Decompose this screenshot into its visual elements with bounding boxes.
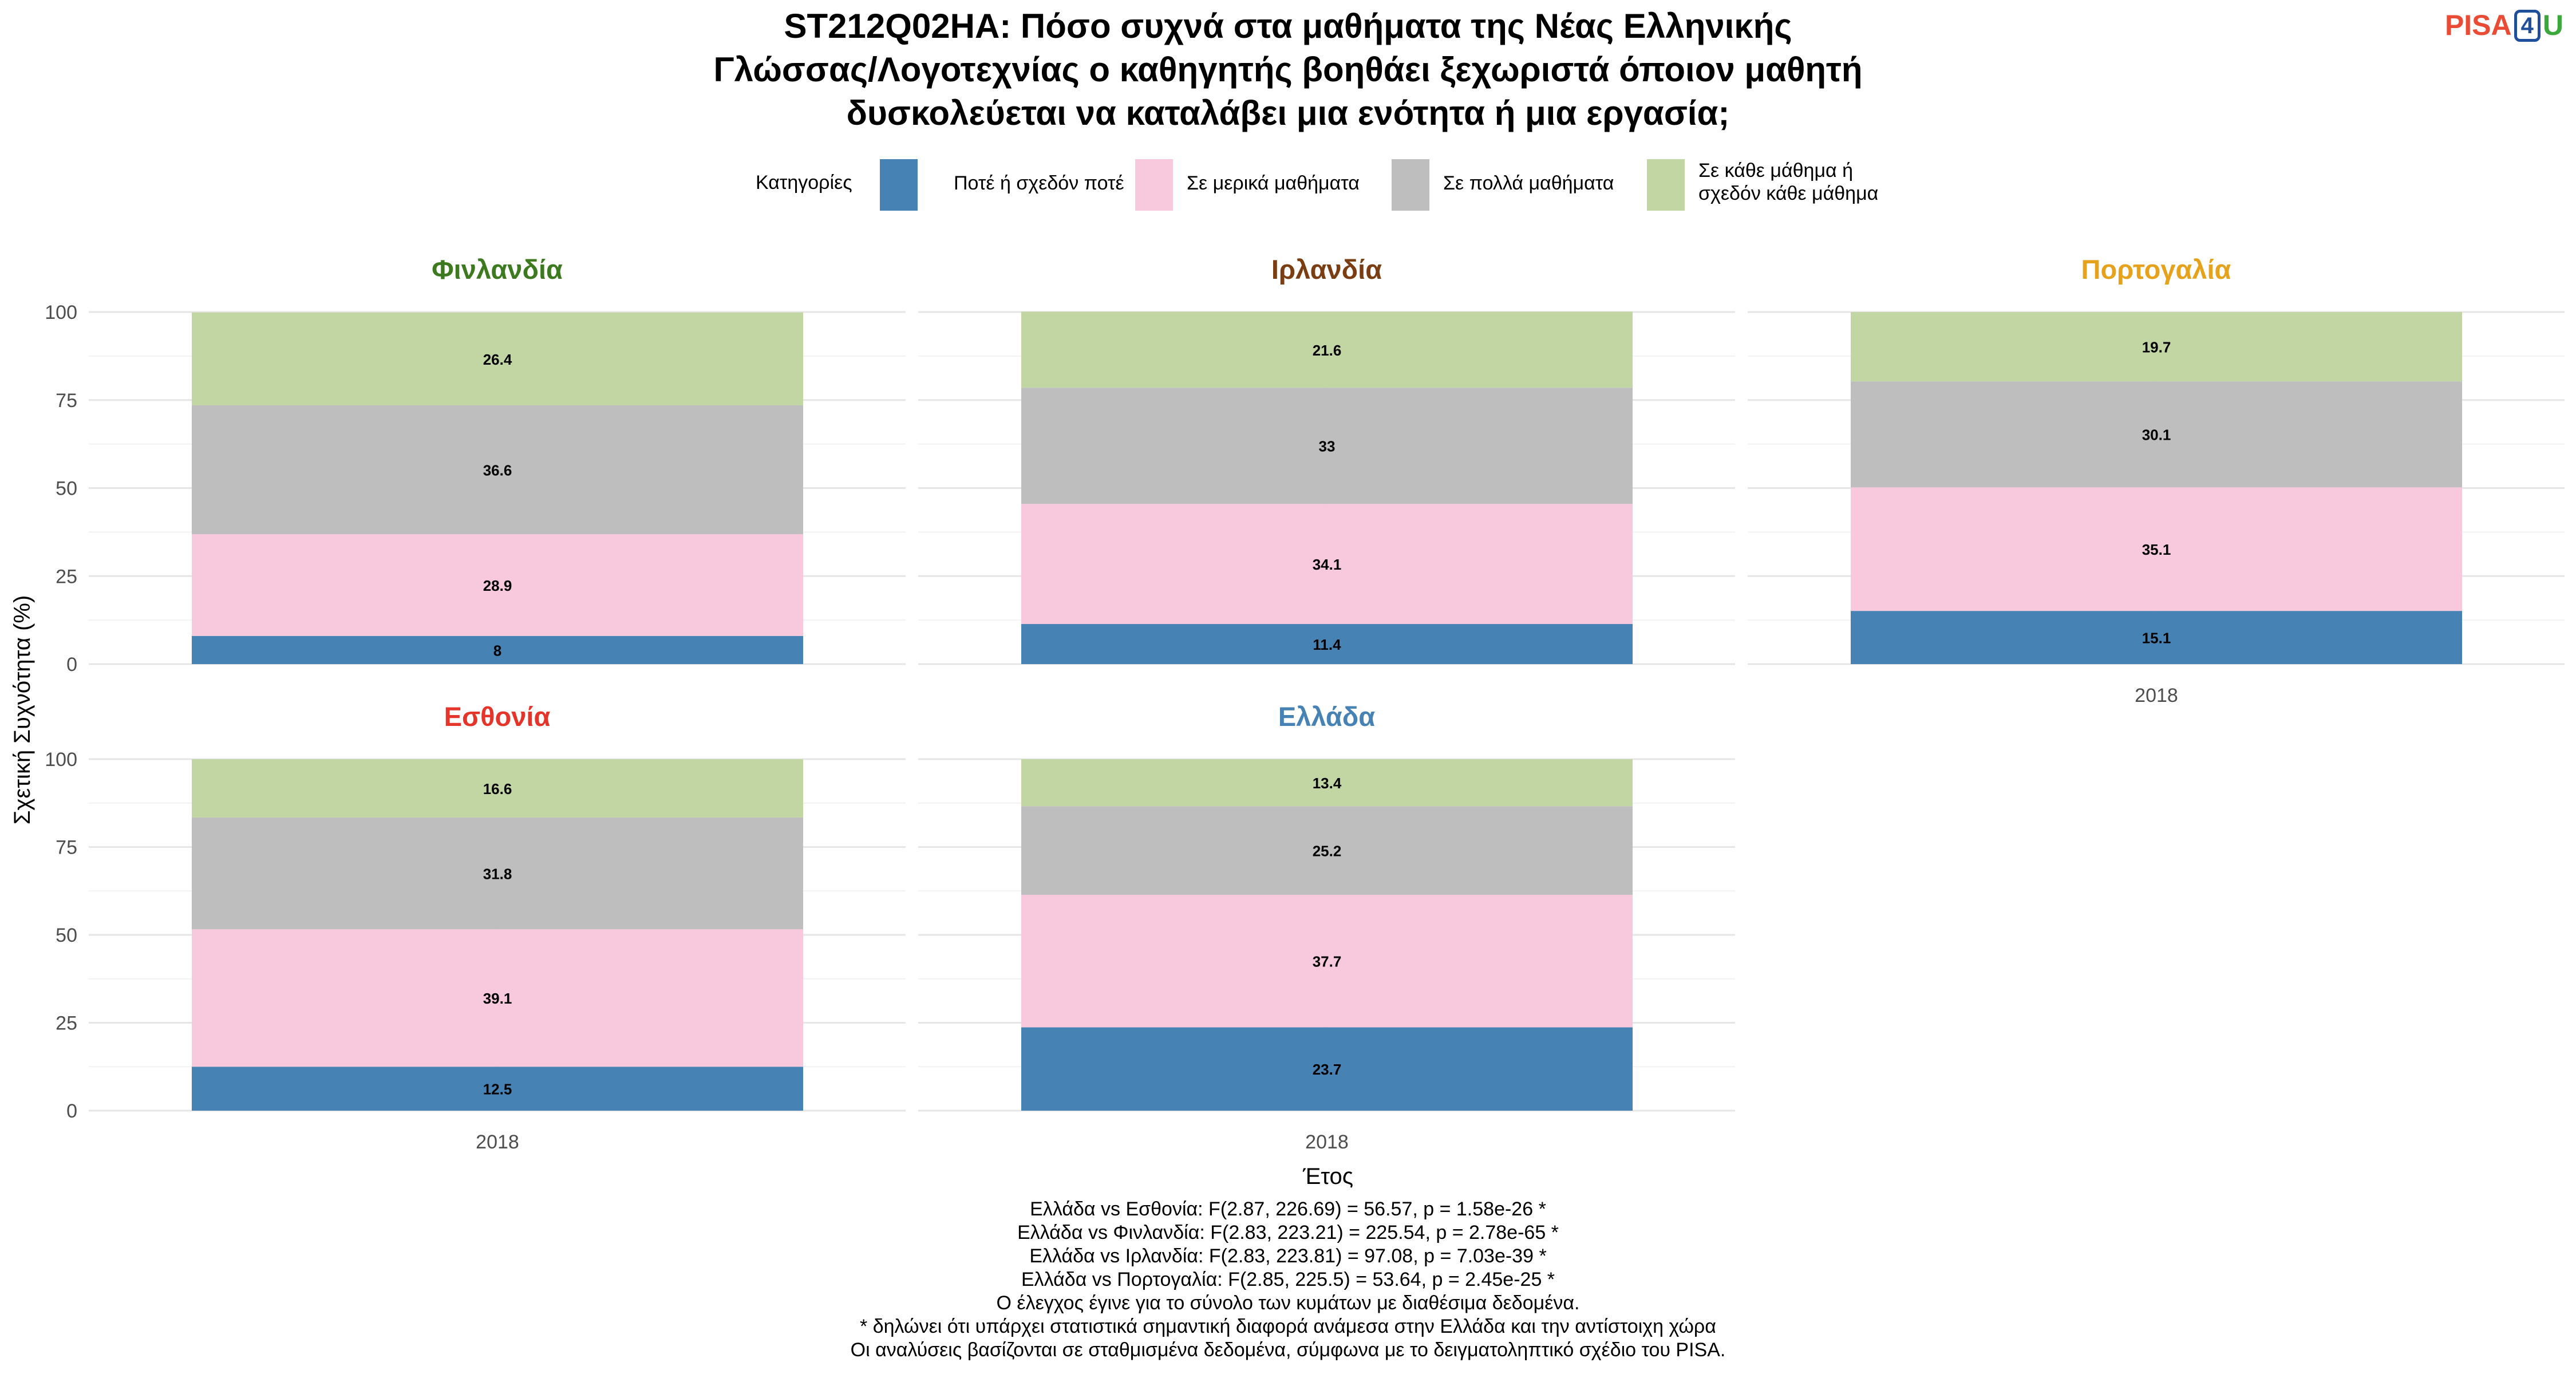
y-tick-label: 25	[56, 566, 77, 587]
y-tick-label: 100	[45, 302, 77, 323]
bar-segment	[192, 1067, 803, 1111]
bar-segment	[1021, 388, 1633, 504]
legend-label-never: Ποτέ ή σχεδόν ποτέ	[954, 172, 1124, 194]
data-label: 33	[1319, 438, 1336, 455]
legend-key-some	[1135, 159, 1173, 211]
legend-key-never	[880, 159, 918, 211]
bar-segment	[1021, 895, 1633, 1028]
legend-key-many	[1392, 159, 1429, 211]
logo-text-pisa: PISA	[2444, 9, 2512, 41]
y-tick-label: 75	[56, 837, 77, 859]
data-label: 19.7	[2142, 339, 2171, 356]
bar-segment	[1851, 312, 2462, 382]
facet-panel: 11.4 34.1 33 21.6 Ιρλανδία	[918, 254, 1735, 665]
footnote-line: Ελλάδα vs Εσθονία: F(2.87, 226.69) = 56.…	[1030, 1198, 1546, 1220]
logo-text-u: U	[2542, 9, 2563, 41]
bar-segment	[1021, 806, 1633, 895]
facet-title: Πορτογαλία	[2081, 254, 2231, 285]
legend: Κατηγορίες Ποτέ ή σχεδόν ποτέ Σε μερικά …	[0, 155, 2576, 212]
footnotes: Ελλάδα vs Εσθονία: F(2.87, 226.69) = 56.…	[630, 1198, 1946, 1362]
data-label: 16.6	[483, 780, 512, 797]
footnote-line: * δηλώνει ότι υπάρχει στατιστικά σημαντι…	[860, 1316, 1716, 1337]
facet-title: Φινλανδία	[432, 254, 563, 285]
footnote-line: Ελλάδα vs Πορτογαλία: F(2.85, 225.5) = 5…	[1021, 1269, 1555, 1290]
bar-segment	[1021, 311, 1633, 388]
bar-segment	[1851, 487, 2462, 611]
pisa4u-logo: PISA 4 U	[2445, 8, 2563, 42]
facet-panel: 15.1 35.1 30.1 19.7 Πορτογαλία 2018	[1748, 254, 2565, 706]
legend-key-every	[1647, 159, 1685, 211]
bar-segment	[192, 405, 803, 535]
data-label: 12.5	[483, 1081, 512, 1098]
y-tick-label: 25	[56, 1013, 77, 1035]
data-label: 31.8	[483, 866, 512, 883]
data-label: 23.7	[1313, 1061, 1342, 1078]
bar-segment	[1021, 1027, 1633, 1111]
facet-title: Εσθονία	[444, 701, 551, 732]
data-label: 8	[493, 642, 501, 659]
y-tick-label: 50	[56, 478, 77, 500]
bar-segment	[192, 759, 803, 818]
y-tick-label: 50	[56, 925, 77, 946]
y-tick-label: 0	[66, 654, 77, 676]
x-tick-label: 2018	[1305, 1131, 1349, 1153]
data-label: 26.4	[483, 351, 512, 368]
bar-segment	[1851, 611, 2462, 664]
data-label: 36.6	[483, 462, 512, 479]
bar-segment	[192, 534, 803, 636]
bar-segment	[1021, 504, 1633, 624]
legend-label-every-line: σχεδόν κάθε μάθημα	[1698, 183, 1879, 204]
data-label: 34.1	[1313, 556, 1342, 573]
facet-panel: 23.7 37.7 25.2 13.4 Ελλάδα 2018	[918, 701, 1735, 1153]
bar-segment	[1021, 623, 1633, 664]
footnote-line: Ελλάδα vs Ιρλανδία: F(2.83, 223.81) = 97…	[1029, 1245, 1547, 1267]
data-label: 39.1	[483, 990, 512, 1007]
footnote-line: Ο έλεγχος έγινε για το σύνολο των κυμάτω…	[996, 1292, 1580, 1314]
legend-label-every: Σε κάθε μάθημα ή σχεδόν κάθε μάθημα	[1698, 159, 1878, 205]
x-axis-title: Έτος	[1302, 1164, 1353, 1189]
title-line: δυσκολεύεται να καταλάβει μια ενότητα ή …	[846, 94, 1730, 132]
logo-text-four: 4	[2514, 10, 2541, 42]
y-axis-title: Σχετική Συχνότητα (%)	[10, 595, 35, 825]
y-tick-label: 100	[45, 749, 77, 771]
legend-title: Κατηγορίες	[756, 172, 852, 194]
footnote-line: Ελλάδα vs Φινλανδία: F(2.83, 223.21) = 2…	[1017, 1222, 1559, 1243]
data-label: 35.1	[2142, 541, 2171, 558]
facet-title: Ελλάδα	[1278, 701, 1375, 732]
bar-segment	[192, 929, 803, 1067]
data-label: 15.1	[2142, 630, 2171, 647]
facet-panel: 0 25 50 75 100 8 28.9 36.6 26.4 Φινλανδία	[45, 254, 906, 676]
title-line: ST212Q02HA: Πόσο συχνά στα μαθήματα της …	[784, 7, 1792, 45]
data-label: 28.9	[483, 577, 512, 594]
legend-label-every-line: Σε κάθε μάθημα ή	[1698, 160, 1854, 181]
data-label: 37.7	[1313, 953, 1342, 970]
data-label: 25.2	[1313, 843, 1342, 860]
y-tick-label: 75	[56, 390, 77, 412]
legend-label-some: Σε μερικά μαθήματα	[1187, 172, 1360, 194]
data-label: 13.4	[1313, 775, 1342, 792]
facet-panel: 0 25 50 75 100 12.5 39.1 31.8 16.6 Εσθονία 2018	[45, 701, 906, 1153]
data-label: 30.1	[2142, 427, 2171, 444]
x-tick-label: 2018	[2135, 685, 2178, 706]
x-tick-label: 2018	[476, 1131, 519, 1153]
y-tick-label: 0	[66, 1100, 77, 1122]
bar-segment	[1021, 759, 1633, 807]
bar-segment	[1851, 381, 2462, 488]
bar-segment	[192, 635, 803, 664]
bar-segment	[192, 817, 803, 930]
facet-title: Ιρλανδία	[1271, 254, 1382, 285]
bar-segment	[192, 312, 803, 405]
footnote-line: Οι αναλύσεις βασίζονται σε σταθμισμένα δ…	[850, 1339, 1726, 1361]
title-line: Γλώσσας/Λογοτεχνίας ο καθηγητής βοηθάει …	[713, 50, 1863, 89]
chart-title: ST212Q02HA: Πόσο συχνά στα μαθήματα της …	[401, 5, 2175, 135]
data-label: 21.6	[1313, 342, 1342, 359]
legend-label-many: Σε πολλά μαθήματα	[1443, 172, 1614, 194]
data-label: 11.4	[1313, 636, 1341, 653]
